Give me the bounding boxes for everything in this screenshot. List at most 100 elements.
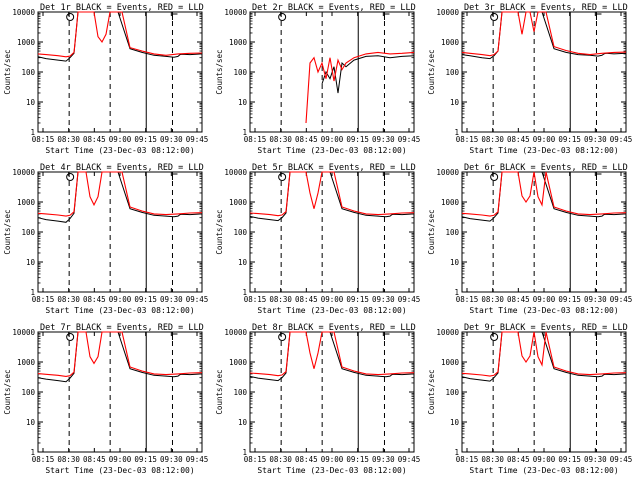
x-tick-label: 09:45 [186, 135, 209, 144]
series-line-events [37, 171, 203, 223]
y-tick-label: 10 [450, 98, 460, 107]
y-axis-label: Counts/sec [215, 369, 224, 414]
x-tick-label: 08:30 [269, 455, 292, 464]
series-line-events [461, 11, 627, 60]
y-axis-label: Counts/sec [3, 209, 12, 254]
marker-circle [278, 13, 287, 21]
series-line-events [321, 55, 415, 94]
x-axis-label: Start Time (23-Dec-03 08:12:00) [469, 306, 618, 315]
y-tick-label: 1 [30, 128, 35, 137]
y-tick-label: 10000 [224, 328, 247, 337]
y-axis-label: Counts/sec [215, 49, 224, 94]
plot-frame [249, 331, 415, 453]
x-tick-label: 09:30 [584, 135, 607, 144]
x-tick-label: 09:00 [533, 295, 556, 304]
y-tick-label: 10 [450, 258, 460, 267]
detector-panel: Det 4r BLACK = Events, RED = LLD Counts/s… [3, 163, 208, 315]
series-line-lld [37, 331, 203, 377]
x-tick-label: 09:30 [584, 295, 607, 304]
x-axis-label: Start Time (23-Dec-03 08:12:00) [257, 306, 406, 315]
y-tick-label: 10 [26, 258, 36, 267]
series-line-lld [249, 331, 415, 377]
x-tick-label: 09:30 [160, 455, 183, 464]
y-tick-label: 1000 [229, 38, 248, 47]
series-line-events [249, 171, 415, 222]
x-axis-label: Start Time (23-Dec-03 08:12:00) [257, 146, 406, 155]
marker-circle [278, 173, 287, 181]
panel-title: Det 3r BLACK = Events, RED = LLD [464, 3, 628, 13]
y-tick-label: 10000 [12, 328, 35, 337]
x-tick-label: 08:45 [507, 295, 530, 304]
y-axis-label: Counts/sec [3, 49, 12, 94]
y-tick-label: 10 [238, 98, 248, 107]
plot-frame [37, 171, 203, 293]
y-tick-label: 1000 [17, 38, 36, 47]
marker-circle [490, 13, 499, 21]
x-tick-label: 08:15 [32, 295, 55, 304]
y-tick-label: 1000 [17, 198, 36, 207]
y-tick-label: 100 [445, 68, 459, 77]
marker-bracket [595, 13, 602, 20]
marker-bracket [595, 173, 602, 180]
panel-title: Det 1r BLACK = Events, RED = LLD [40, 3, 204, 13]
x-tick-label: 09:15 [134, 295, 157, 304]
x-tick-label: 09:00 [321, 455, 344, 464]
marker-circle [66, 333, 75, 341]
y-tick-label: 10000 [12, 168, 35, 177]
y-tick-label: 1 [30, 448, 35, 457]
y-tick-label: 10000 [436, 168, 459, 177]
y-tick-label: 1 [454, 448, 459, 457]
x-tick-label: 09:00 [321, 135, 344, 144]
panel-title: Det 4r BLACK = Events, RED = LLD [40, 163, 204, 173]
series-line-lld [249, 171, 415, 217]
x-tick-label: 09:00 [533, 455, 556, 464]
y-tick-label: 100 [21, 228, 35, 237]
y-tick-label: 1 [454, 288, 459, 297]
x-tick-label: 08:15 [456, 135, 479, 144]
series-line-events [37, 331, 203, 383]
x-tick-label: 09:30 [372, 135, 395, 144]
y-tick-label: 10000 [224, 168, 247, 177]
x-tick-label: 09:30 [160, 295, 183, 304]
x-axis-label: Start Time (23-Dec-03 08:12:00) [257, 466, 406, 475]
y-tick-label: 1000 [17, 358, 36, 367]
panel-title: Det 6r BLACK = Events, RED = LLD [464, 163, 628, 173]
x-tick-label: 08:45 [295, 135, 318, 144]
plot-frame [461, 11, 627, 133]
series-line-events [461, 331, 627, 382]
x-tick-label: 09:15 [346, 295, 369, 304]
marker-circle [66, 173, 75, 181]
x-tick-label: 08:15 [244, 135, 267, 144]
marker-bracket [171, 333, 178, 340]
x-tick-label: 09:15 [558, 135, 581, 144]
x-tick-label: 09:00 [533, 135, 556, 144]
x-axis-label: Start Time (23-Dec-03 08:12:00) [469, 146, 618, 155]
y-tick-label: 1000 [441, 358, 460, 367]
y-tick-label: 10 [238, 258, 248, 267]
x-tick-label: 09:45 [398, 455, 421, 464]
detector-panel: Det 9r BLACK = Events, RED = LLD Counts/s… [427, 323, 632, 475]
x-tick-label: 09:45 [398, 135, 421, 144]
x-tick-label: 09:30 [584, 455, 607, 464]
y-tick-label: 100 [21, 68, 35, 77]
y-tick-label: 100 [21, 388, 35, 397]
x-tick-label: 09:15 [346, 455, 369, 464]
series-line-lld [37, 11, 203, 58]
x-tick-label: 09:00 [321, 295, 344, 304]
series-line-lld [461, 11, 627, 57]
x-tick-label: 09:45 [610, 455, 633, 464]
x-tick-label: 08:30 [269, 135, 292, 144]
y-tick-label: 1000 [229, 198, 248, 207]
detector-panel: Det 6r BLACK = Events, RED = LLD Counts/s… [427, 163, 632, 315]
marker-circle [66, 13, 75, 21]
x-axis-label: Start Time (23-Dec-03 08:12:00) [469, 466, 618, 475]
marker-bracket [383, 173, 390, 180]
x-tick-label: 08:15 [456, 455, 479, 464]
marker-circle [490, 173, 499, 181]
panel-title: Det 2r BLACK = Events, RED = LLD [252, 3, 416, 13]
x-tick-label: 09:00 [109, 135, 132, 144]
x-tick-label: 09:15 [134, 455, 157, 464]
x-tick-label: 09:15 [558, 455, 581, 464]
x-tick-label: 08:15 [32, 455, 55, 464]
